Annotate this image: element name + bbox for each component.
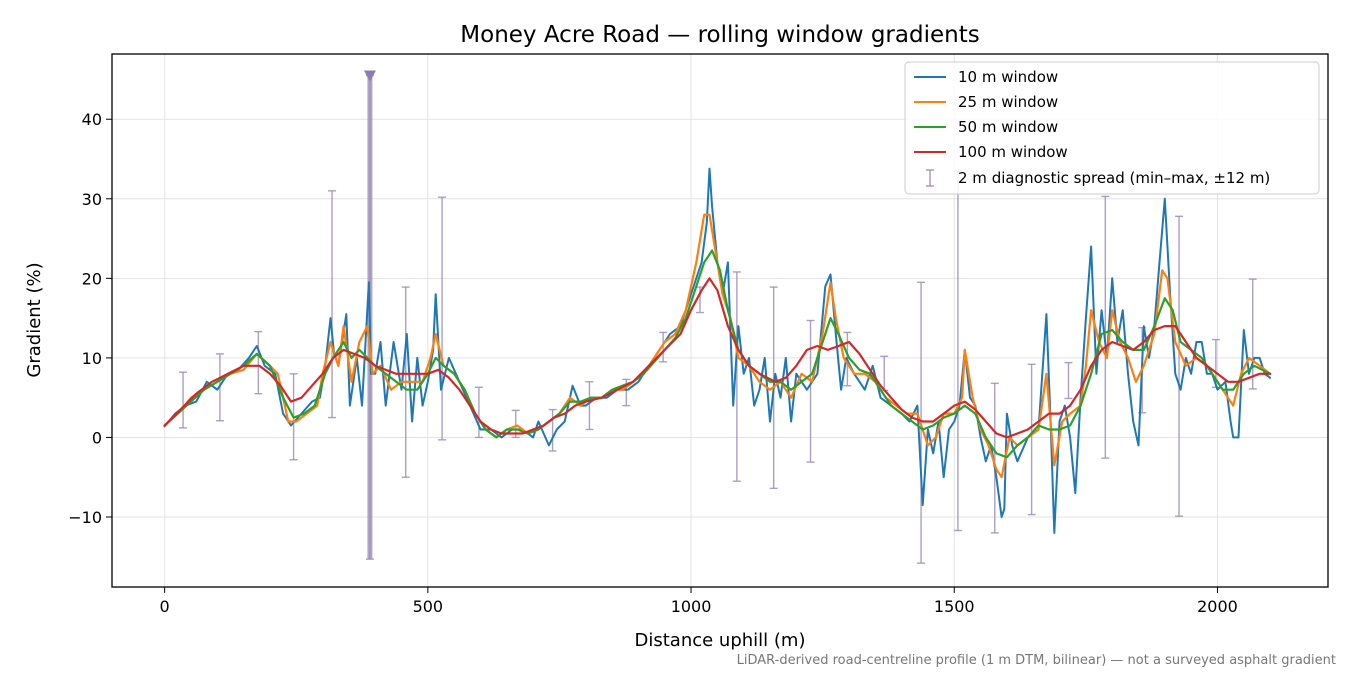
y-tick-label: 40 [82,110,102,129]
diagnostic-errorbar [990,382,999,534]
diagnostic-errorbar [1248,278,1257,390]
diagnostic-errorbar [179,371,188,429]
diagnostic-errorbar [1027,363,1036,516]
diagnostic-errorbar [254,330,263,395]
x-axis-label: Distance uphill (m) [635,630,806,651]
diagnostic-errorbar [1064,361,1073,400]
legend: 10 m window 25 m window 50 m window 100 … [904,61,1320,195]
diagnostic-errorbar [328,190,337,419]
series-line-100-m-window [163,277,1272,439]
legend-entry-10m: 10 m window [958,68,1058,86]
axes-frame [111,53,1329,588]
legend-entry-25m: 25 m window [958,93,1058,111]
y-axis-label: Gradient (%) [24,262,45,377]
diagnostic-errorbar [474,386,483,439]
diagnostic-errorbar [548,408,557,452]
series-line-50-m-window [163,249,1272,459]
x-tick-label: 500 [413,597,444,616]
legend-box [904,61,1320,195]
legend-entry-100m: 100 m window [958,143,1068,161]
diagnostic-errorbar [438,196,447,441]
diagnostic-errorbar [806,319,815,463]
diagnostic-errorbar [953,170,962,532]
x-tick-label: 1000 [671,597,712,616]
outlier-marker [363,70,376,82]
diagnostic-errorbar [659,331,668,363]
diagnostic-errorbar [732,271,741,482]
diagnostic-errorbar [1175,215,1184,517]
y-tick-label: 30 [82,190,102,209]
y-tick-label: 10 [82,349,102,368]
footnote: LiDAR-derived road-centreline profile (1… [737,653,1336,668]
legend-entry-errorbar: 2 m diagnostic spread (min–max, ±12 m) [958,169,1270,187]
axis-ticks: 0 500 1000 1500 2000 −10 0 10 20 30 40 [68,110,1238,616]
x-tick-label: 2000 [1197,597,1238,616]
legend-entry-50m: 50 m window [958,118,1058,136]
diagnostic-errorbar [585,381,594,431]
y-tick-label: 20 [82,269,102,288]
legend-swatch-errorbar [926,169,934,187]
chart-title: Money Acre Road — rolling window gradien… [460,22,979,48]
diagnostic-errorbar [1101,195,1110,459]
plot-area [163,70,1272,564]
y-tick-label: −10 [68,508,102,527]
y-tick-label: 0 [92,428,102,447]
x-tick-label: 0 [160,597,170,616]
x-tick-label: 1500 [934,597,975,616]
